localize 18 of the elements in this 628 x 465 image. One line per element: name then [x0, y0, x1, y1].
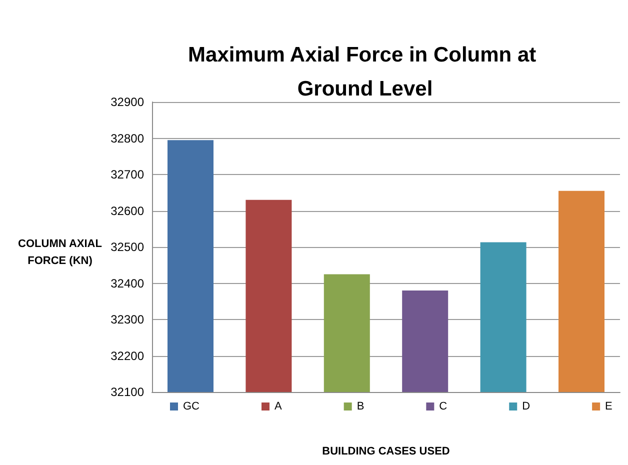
y-tick-label: 32300: [110, 312, 144, 326]
y-tick-label: 32400: [110, 276, 144, 290]
legend-label: C: [439, 400, 448, 412]
y-tick-label: 32700: [110, 168, 144, 182]
legend-label: GC: [183, 400, 200, 412]
y-tick-label: 32800: [110, 131, 144, 146]
y-tick-label: 32500: [110, 240, 144, 254]
y-tick-label: 32900: [110, 95, 144, 109]
legend-label: A: [274, 400, 282, 412]
y-tick-label: 32100: [110, 385, 144, 399]
legend-label: D: [522, 400, 530, 412]
y-tick-label: 32600: [110, 204, 144, 218]
x-axis-title: BUILDING CASES USED: [322, 446, 450, 458]
y-axis-title: COLUMN AXIAL FORCE (KN): [18, 238, 102, 267]
legend-label: E: [605, 400, 612, 412]
chart-title: Maximum Axial Force in Column at Ground Level: [188, 44, 542, 100]
y-tick-label: 32200: [110, 348, 144, 363]
legend-label: B: [356, 400, 364, 412]
